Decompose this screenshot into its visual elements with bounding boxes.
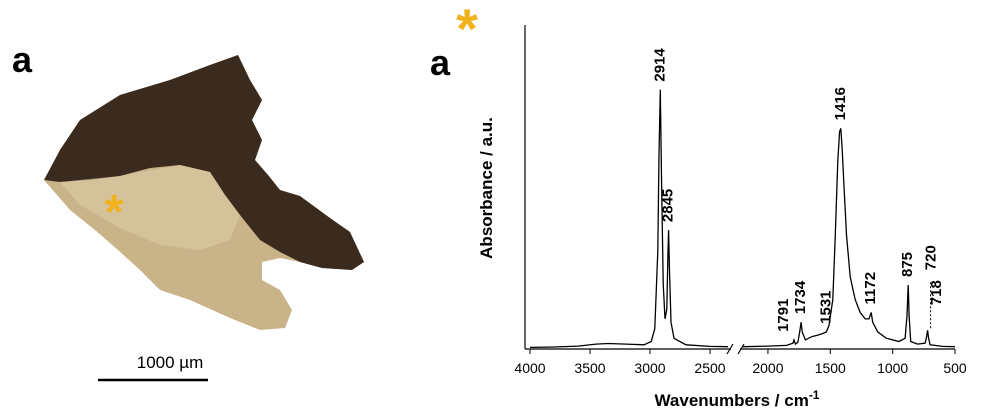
y-axis-label: Absorbance / a.u. — [477, 117, 496, 259]
x-tick-label: 1000 — [877, 360, 908, 376]
panel-label: a — [12, 39, 33, 80]
marker: * — [456, 0, 478, 60]
panel-label: a — [430, 42, 451, 83]
x-axis-label-text: Wavenumbers / cm — [655, 391, 809, 410]
peak-label: 875 — [899, 252, 916, 277]
peak-label: 1172 — [862, 272, 879, 305]
x-tick-label: 2500 — [694, 360, 725, 376]
x-tick-label: 500 — [943, 360, 967, 376]
peak-label: 1531 — [817, 290, 834, 323]
scale-bar-label: 1000 µm — [137, 353, 204, 372]
peak-label: 1791 — [775, 299, 792, 332]
x-tick-label: 3000 — [634, 360, 665, 376]
x-tick-label: 3500 — [574, 360, 605, 376]
x-tick-label: 4000 — [514, 360, 545, 376]
x-tick-label: 1500 — [815, 360, 846, 376]
peak-label: 1734 — [792, 280, 809, 314]
photo-panel: a * 1000 µm — [12, 39, 364, 380]
x-axis-label-sup: -1 — [809, 388, 820, 402]
x-tick-label: 2000 — [752, 360, 783, 376]
x-axis-label: Wavenumbers / cm-1 — [655, 388, 820, 410]
chart: a * Absorbance / a.u. Wavenumbers / cm-1… — [430, 0, 967, 410]
spectrum-line — [530, 90, 955, 348]
peak-label: 720 — [923, 245, 940, 270]
peak-label: 2914 — [651, 48, 668, 82]
peak-label: 1416 — [832, 87, 849, 120]
marker: * — [105, 186, 124, 239]
figure: a * 1000 µm a * Absorbance / a.u. Wavenu… — [0, 0, 981, 414]
peak-label: 2845 — [660, 189, 677, 222]
